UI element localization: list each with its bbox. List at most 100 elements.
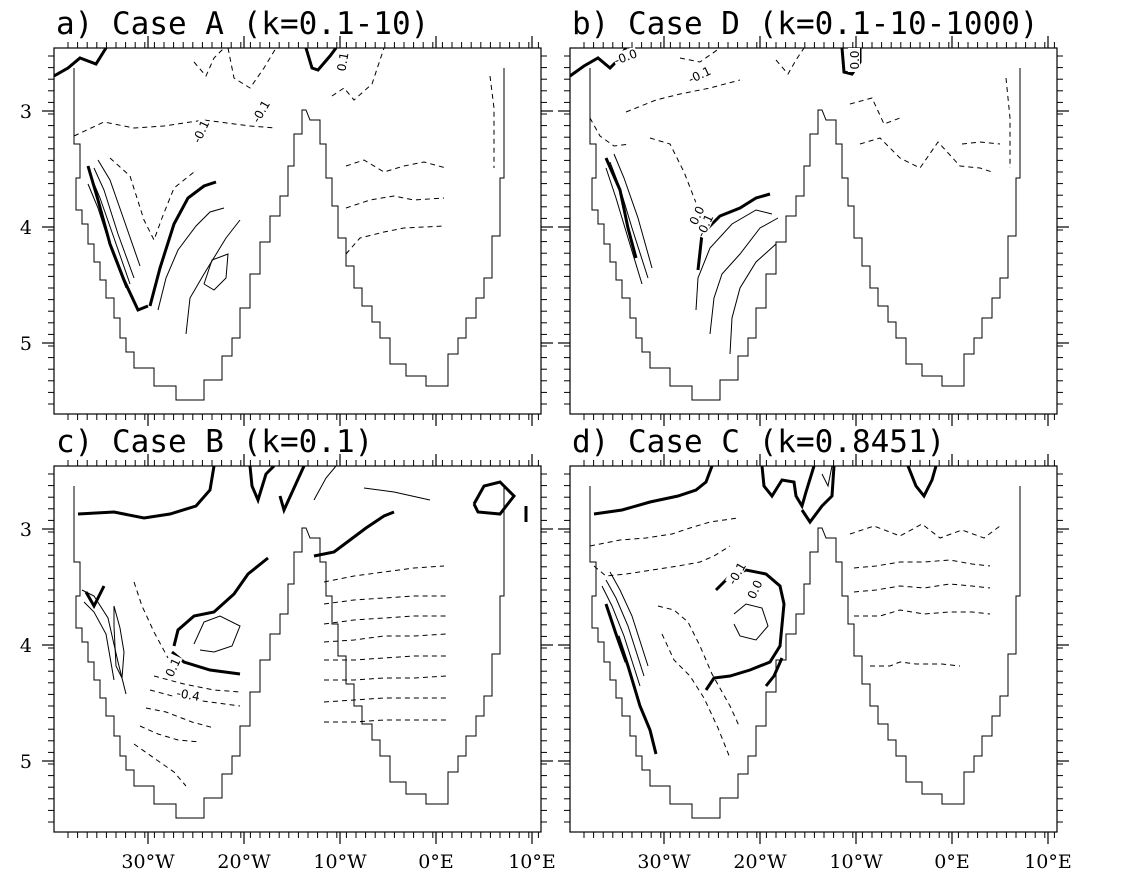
positive-contour xyxy=(709,217,779,335)
contour-label: -0.1 xyxy=(249,98,273,125)
y-tick-label: 4 xyxy=(20,635,32,657)
negative-contour xyxy=(323,697,446,703)
zero-contour xyxy=(172,556,269,647)
contour-label: 0.0 xyxy=(848,50,862,69)
x-tick-label: 10°W xyxy=(313,851,367,873)
plot-area xyxy=(54,48,505,401)
negative-contour xyxy=(625,79,741,113)
negative-contour xyxy=(139,725,201,743)
x-tick-label: 0°E xyxy=(418,851,453,873)
zero-contour xyxy=(760,466,816,510)
negative-contour xyxy=(324,675,447,681)
zero-contour xyxy=(84,585,106,610)
positive-contour xyxy=(733,603,769,641)
positive-contour xyxy=(89,173,131,285)
contour-label-bg xyxy=(725,559,748,587)
contour-label-bg xyxy=(693,211,715,239)
negative-contour xyxy=(109,157,195,242)
zero-contour xyxy=(54,48,108,78)
topography-outline xyxy=(73,486,505,819)
negative-contour xyxy=(775,48,805,75)
plot-area xyxy=(570,48,1021,401)
plot-area xyxy=(73,466,528,819)
negative-contour xyxy=(323,565,445,583)
positive-contour xyxy=(203,253,229,291)
contour-label: -0.4 xyxy=(175,686,200,704)
positive-contour xyxy=(81,589,127,695)
plot-frame xyxy=(53,47,542,415)
positive-contour xyxy=(93,167,135,279)
negative-contour xyxy=(145,707,215,729)
panel-b: b) Case D (k=0.1-10-1000)-0.0-0.10.00.0-… xyxy=(558,6,1069,426)
negative-contour xyxy=(870,661,961,667)
zero-contour xyxy=(704,568,786,691)
x-tick-label: 10°E xyxy=(1024,851,1072,873)
contour-label-bg xyxy=(175,686,202,703)
x-tick-label: 10°W xyxy=(829,851,883,873)
zero-contour xyxy=(906,466,938,499)
positive-contour xyxy=(729,243,777,355)
contour-label-bg xyxy=(848,48,860,72)
x-tick-label: 20°W xyxy=(217,851,271,873)
negative-contour xyxy=(324,655,446,661)
positive-contour xyxy=(87,183,127,289)
zero-contour xyxy=(304,48,338,72)
positive-contour xyxy=(605,579,645,677)
zero-contour xyxy=(86,165,149,312)
zero-contour xyxy=(800,466,836,525)
y-tick-label: 5 xyxy=(20,333,32,355)
zero-contour xyxy=(248,466,276,505)
plot-area xyxy=(589,466,1021,819)
zero-contour xyxy=(313,510,395,558)
y-tick-label: 3 xyxy=(20,519,32,541)
contour-label-bg xyxy=(161,653,183,681)
x-tick-label: 20°W xyxy=(733,851,787,873)
contour-label: -0.0 xyxy=(612,46,639,67)
contour-label-bg xyxy=(249,97,272,125)
contour-label-bg xyxy=(334,48,351,75)
contour-label-bg xyxy=(685,63,713,85)
negative-contour xyxy=(323,595,446,605)
zero-contour xyxy=(77,466,216,520)
negative-contour xyxy=(227,48,277,89)
negative-contour xyxy=(345,159,447,173)
negative-contour xyxy=(1005,77,1011,168)
positive-contour xyxy=(157,207,225,311)
contour-label-bg xyxy=(611,46,639,66)
positive-contour xyxy=(821,466,833,488)
contour-label: 0.1 xyxy=(334,51,351,72)
zero-contour xyxy=(148,180,217,307)
negative-contour xyxy=(153,675,241,693)
panel-title: c) Case B (k=0.1) xyxy=(56,424,373,460)
positive-contour xyxy=(313,466,337,501)
negative-contour xyxy=(679,48,721,63)
negative-contour xyxy=(324,719,446,723)
negative-contour xyxy=(323,633,447,643)
negative-contour xyxy=(961,141,1001,145)
negative-contour xyxy=(657,605,741,729)
negative-contour xyxy=(133,743,187,787)
positive-contour xyxy=(613,153,653,269)
negative-contour xyxy=(323,615,446,625)
zero-contour xyxy=(278,466,306,515)
y-tick-label: 3 xyxy=(20,101,32,123)
panel-title: a) Case A (k=0.1-10) xyxy=(56,6,429,42)
contour-label-bg xyxy=(743,575,765,603)
negative-contour xyxy=(649,137,699,209)
positive-contour xyxy=(695,209,773,311)
positive-contour xyxy=(97,159,141,267)
contour-label-bg xyxy=(685,201,707,229)
negative-contour xyxy=(589,517,739,547)
x-tick-label: 10°E xyxy=(508,851,556,873)
negative-contour xyxy=(849,97,901,125)
negative-contour xyxy=(593,545,731,577)
negative-contour xyxy=(854,609,991,617)
panel-d: d) Case C (k=0.8451)-0.10.030°W 20°W 10°W 0… xyxy=(558,424,1072,873)
negative-contour xyxy=(345,225,445,255)
contour-label-bg xyxy=(189,117,211,145)
y-tick-label: 5 xyxy=(20,751,32,773)
positive-contour xyxy=(605,167,643,285)
